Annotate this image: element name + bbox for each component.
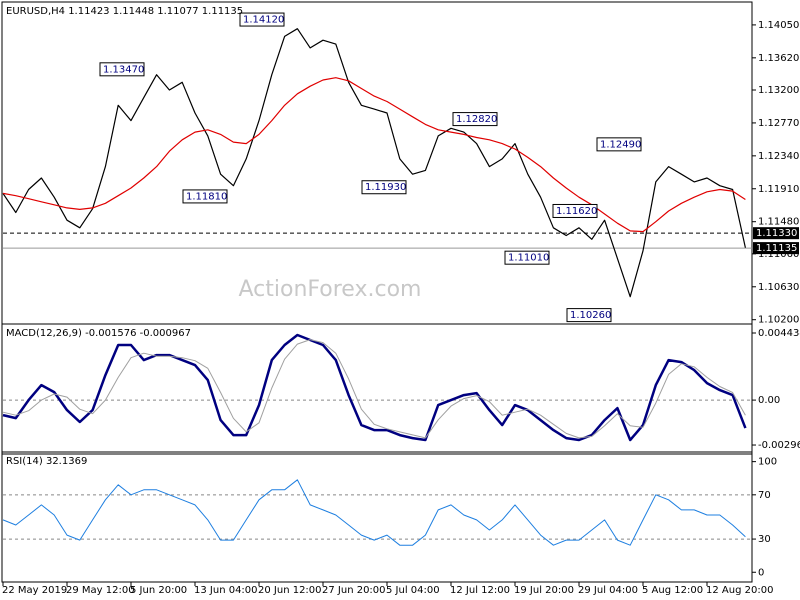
series-line <box>2 339 746 439</box>
price-label: 1.11135 <box>756 243 797 254</box>
price-annotation-box <box>552 203 598 218</box>
y-tick-label: 30 <box>758 534 771 545</box>
y-tick-label: 1.14050 <box>758 20 799 31</box>
series-line <box>2 28 746 298</box>
x-tick-label: 29 Jul 04:00 <box>578 585 638 596</box>
watermark: ActionForex.com <box>239 277 422 302</box>
panel-title: EURUSD,H4 1.11423 1.11448 1.11077 1.1113… <box>6 6 243 17</box>
y-tick-label: 1.11910 <box>758 184 799 195</box>
panel-title: RSI(14) 32.1369 <box>6 456 87 467</box>
panel-frame <box>1 323 753 455</box>
x-tick-label: 19 Jul 20:00 <box>514 585 574 596</box>
y-tick-label: 0.004434 <box>758 328 800 339</box>
price-annotation-box <box>452 112 498 127</box>
y-tick-label: 1.12770 <box>758 118 799 129</box>
panel-frame <box>1 1 753 325</box>
price-annotation-box <box>504 250 550 265</box>
x-tick-label: 22 May 2019 <box>2 585 67 596</box>
price-annotation-box <box>596 137 642 152</box>
series-line <box>2 77 746 233</box>
x-tick-label: 13 Jun 04:00 <box>194 585 258 596</box>
y-tick-label: 1.10200 <box>758 315 799 326</box>
price-annotation: 1.11810 <box>186 191 227 202</box>
price-annotation: 1.11930 <box>365 182 406 193</box>
series-line <box>2 333 747 442</box>
x-tick-label: 5 Jul 04:00 <box>386 585 440 596</box>
y-tick-label: 1.12340 <box>758 151 799 162</box>
price-annotation-box <box>99 62 145 77</box>
y-tick-label: -0.002969 <box>758 440 800 451</box>
x-tick-label: 12 Aug 20:00 <box>706 585 773 596</box>
price-label-box <box>753 242 799 255</box>
y-tick-label: 100 <box>758 457 777 468</box>
x-tick-label: 5 Aug 12:00 <box>642 585 703 596</box>
y-tick-label: 1.13620 <box>758 53 799 64</box>
price-annotation: 1.11010 <box>508 253 549 264</box>
x-tick-label: 12 Jul 12:00 <box>450 585 510 596</box>
price-label-box <box>753 227 799 240</box>
series-line <box>2 479 746 546</box>
price-annotation-box <box>239 12 285 27</box>
panel-title: MACD(12,26,9) -0.001576 -0.000967 <box>6 328 191 339</box>
x-tick-label: 29 May 12:00 <box>66 585 135 596</box>
y-tick-label: 1.11480 <box>758 217 799 228</box>
y-tick-label: 1.11060 <box>758 249 799 260</box>
price-annotation: 1.13470 <box>103 64 144 75</box>
price-label: 1.11330 <box>756 228 797 239</box>
price-annotation: 1.11620 <box>556 206 597 217</box>
price-annotation-box <box>566 308 612 323</box>
price-annotation-box <box>361 180 407 195</box>
panel-frame <box>1 451 753 583</box>
price-annotation-box <box>182 189 228 204</box>
x-tick-label: 27 Jun 20:00 <box>322 585 386 596</box>
price-annotation: 1.12490 <box>600 139 641 150</box>
price-annotation: 1.10260 <box>570 310 611 321</box>
y-tick-label: 0 <box>758 567 764 578</box>
y-tick-label: 70 <box>758 490 771 501</box>
price-annotation: 1.14120 <box>243 15 284 26</box>
y-tick-label: 1.10630 <box>758 282 799 293</box>
y-tick-label: 1.13200 <box>758 85 799 96</box>
price-annotation: 1.12820 <box>456 114 497 125</box>
y-tick-label: 0.00 <box>758 395 780 406</box>
x-tick-label: 20 Jun 12:00 <box>258 585 322 596</box>
x-tick-label: 5 Jun 20:00 <box>130 585 187 596</box>
